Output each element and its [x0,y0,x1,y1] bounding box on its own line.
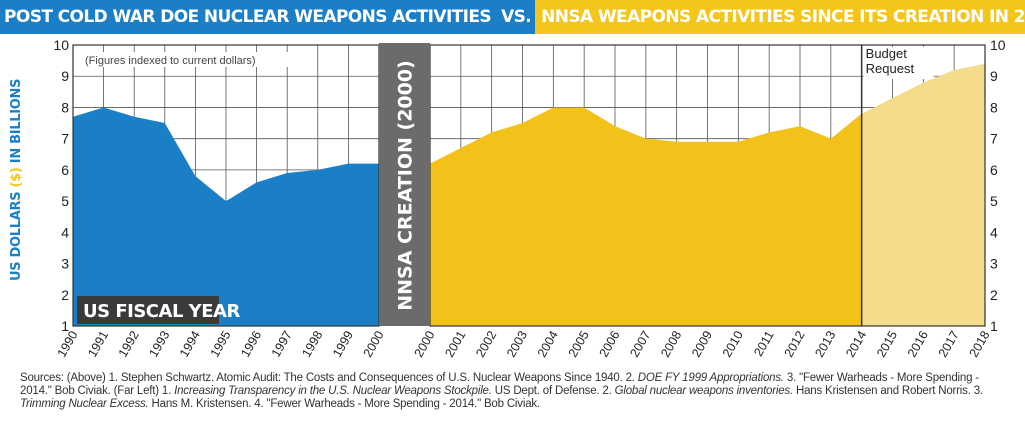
x-axis-label: US FISCAL YEAR [83,301,240,322]
x-tick-label: 2002 [473,328,499,359]
x-tick-label: 2010 [720,328,746,359]
sources-text-1: Sources: (Above) 1. Stephen Schwartz. At… [20,372,638,384]
nnsa-creation-label: NNSA CREATION (2000) [395,60,417,311]
y-tick-label-right: 4 [990,224,998,240]
x-tick-label: 1991 [85,328,111,359]
x-tick-label: 2009 [689,328,715,359]
x-tick-label: 1998 [299,328,325,359]
x-tick-label: 1996 [238,328,264,359]
y-tick-label-right: 10 [990,37,1006,53]
x-tick-label: 2007 [627,328,653,359]
area-doe [73,107,379,326]
y-tick-label-right: 7 [990,131,998,147]
x-tick-label: 2005 [566,328,592,359]
sources-text-2: 3. "Fewer Warheads - More Spending - 201… [20,372,979,397]
y-tick-label-right: 5 [990,193,998,209]
x-tick-label: 2015 [874,328,900,359]
x-tick-label: 2003 [504,328,530,359]
x-tick-label: 2012 [782,328,808,359]
sources-italic-1: DOE FY 1999 Appropriations. [637,372,784,384]
x-tick-label: 2000 [412,328,438,359]
x-tick-label: 2006 [597,328,623,359]
y-tick-label-right: 1 [990,318,998,334]
x-tick-label: 2014 [843,328,869,359]
y-tick-label-right: 2 [990,287,998,303]
x-tick-label: 1995 [208,328,234,359]
y-tick-label-right: 3 [990,256,998,272]
x-tick-label: 2018 [967,328,993,359]
sources-text-5: Hans M. Kristensen. 4. "Fewer Warheads -… [148,398,541,410]
x-tick-label: 2000 [361,328,387,359]
y-tick-label-left: 4 [61,224,69,240]
x-tick-label: 2001 [442,328,468,359]
sources-text-4: Hans Kristensen and Robert Norris. 3. [792,385,983,397]
title-bar: POST COLD WAR DOE NUCLEAR WEAPONS ACTIVI… [0,0,1025,34]
sources-text-3: US Dept. of Defense. 2. [491,385,615,397]
title-doe: POST COLD WAR DOE NUCLEAR WEAPONS ACTIVI… [0,0,498,34]
y-tick-label-left: 8 [61,99,69,115]
x-tick-label: 1993 [146,328,172,359]
x-tick-label: 1994 [177,328,203,359]
x-tick-label: 1990 [55,328,81,359]
y-tick-label-left: 9 [61,68,69,84]
sources-italic-2: Increasing Transparency in the U.S. Nucl… [174,385,492,397]
title-nnsa: NNSA WEAPONS ACTIVITIES SINCE ITS CREATI… [535,0,1025,34]
x-tick-label: 2013 [812,328,838,359]
x-tick-label: 2004 [535,328,561,359]
sources-italic-4: Trimming Nuclear Excess. [20,398,149,410]
budget-label-background [863,47,934,79]
y-tick-label-left: 7 [61,131,69,147]
area-nnsa [430,107,862,326]
budget-request-label-line1: Budget [866,46,908,61]
budget-request-label-line2: Request [866,61,915,76]
x-tick-label: 2008 [658,328,684,359]
sources-italic-3: Global nuclear weapons inventories. [614,385,794,397]
y-tick-label-right: 8 [990,99,998,115]
area-budget-request [861,63,985,326]
y-tick-label-left: 3 [61,256,69,272]
x-tick-label: 1999 [330,328,356,359]
x-tick-label: 1992 [116,328,142,359]
y-tick-label-left: 6 [61,162,69,178]
y-tick-label-left: 2 [61,287,69,303]
y-tick-label-left: 1 [61,318,69,334]
y-tick-label-right: 6 [990,162,998,178]
y-tick-label-left: 5 [61,193,69,209]
y-tick-label-left: 10 [53,37,69,53]
x-tick-label: 2016 [905,328,931,359]
x-tick-label: 1997 [269,328,295,359]
note-background [83,52,293,67]
x-tick-label: 2017 [936,328,962,359]
chart-note: (Figures indexed to current dollars) [85,55,256,67]
fiscal-year-label-background [77,296,219,324]
sources: Sources: (Above) 1. Stephen Schwartz. At… [20,372,1010,411]
title-vs: VS. [497,0,536,34]
x-tick-label: 2011 [751,328,777,358]
nnsa-creation-band [379,43,430,326]
y-tick-label-right: 9 [990,68,998,84]
